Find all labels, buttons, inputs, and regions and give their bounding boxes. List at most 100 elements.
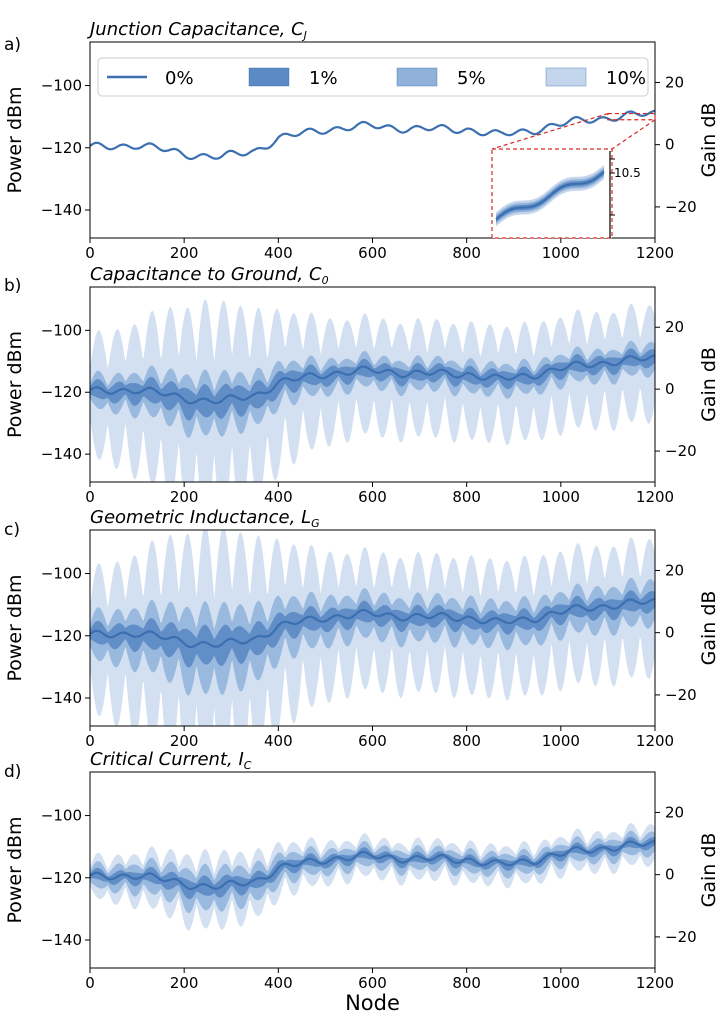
y-right-tick-label: 20 xyxy=(665,561,684,579)
y-right-tick-label: −20 xyxy=(665,686,697,704)
y-right-tick-label: −20 xyxy=(665,198,697,216)
x-axis-label: Node xyxy=(345,991,400,1015)
series-0-line xyxy=(90,597,655,649)
legend-label: 0% xyxy=(165,68,194,89)
panel-letter: d) xyxy=(4,762,21,782)
x-tick-label: 200 xyxy=(170,974,199,992)
legend-label: 5% xyxy=(457,68,486,89)
y-axis-label: Power dBm xyxy=(4,86,26,193)
legend-label: 1% xyxy=(309,68,338,89)
y-right-tick-label: 20 xyxy=(665,803,684,821)
x-tick-label: 200 xyxy=(170,244,199,262)
y-right-axis-label: Gain dB xyxy=(698,103,720,178)
legend-swatch-band_1 xyxy=(248,67,290,87)
x-tick-label: 400 xyxy=(264,732,293,750)
series-0-line xyxy=(90,839,655,891)
inset-connector xyxy=(491,112,609,150)
panel-title: Junction Capacitance, CJ xyxy=(87,19,307,42)
x-tick-label: 1200 xyxy=(636,488,674,506)
x-tick-label: 200 xyxy=(170,488,199,506)
x-tick-label: 800 xyxy=(452,974,481,992)
panel-0: 0 200 400 600 800 1000 1200 −140 −120 −100 −20 0 20 P… xyxy=(4,19,720,262)
x-tick-label: 600 xyxy=(358,244,387,262)
x-tick-label: 200 xyxy=(170,732,199,750)
y-right-tick-label: −20 xyxy=(665,928,697,946)
y-tick-label: −140 xyxy=(41,931,82,949)
band-1-area xyxy=(90,590,655,668)
panel-letter: c) xyxy=(4,520,20,540)
series-0-line xyxy=(90,109,655,161)
inset-plot: 10.5 xyxy=(495,151,641,238)
y-right-axis-label: Gain dB xyxy=(698,833,720,908)
y-right-axis-label: Gain dB xyxy=(698,591,720,666)
inset-line xyxy=(495,171,605,221)
plot-area xyxy=(90,109,655,161)
y-tick-label: −120 xyxy=(41,627,82,645)
y-right-tick-label: 0 xyxy=(665,866,675,884)
band-1-area xyxy=(90,836,655,900)
y-right-tick-label: 0 xyxy=(665,136,675,154)
y-tick-label: −120 xyxy=(41,869,82,887)
y-tick-label: −140 xyxy=(41,445,82,463)
x-tick-label: 600 xyxy=(358,974,387,992)
y-right-tick-label: 0 xyxy=(665,380,675,398)
x-tick-label: 600 xyxy=(358,488,387,506)
y-tick-label: −120 xyxy=(41,139,82,157)
plot-area xyxy=(90,823,655,931)
legend: 0% 1% 5% 10% xyxy=(97,57,649,97)
y-tick-label: −140 xyxy=(41,689,82,707)
y-right-tick-label: 20 xyxy=(665,73,684,91)
x-tick-label: 400 xyxy=(264,488,293,506)
x-tick-label: 800 xyxy=(452,488,481,506)
y-right-axis-label: Gain dB xyxy=(698,347,720,422)
inset-tick-label: 10.5 xyxy=(614,166,641,180)
x-tick-label: 1200 xyxy=(636,974,674,992)
band-1-area xyxy=(90,348,655,421)
y-right-tick-label: 0 xyxy=(665,624,675,642)
y-tick-label: −120 xyxy=(41,383,82,401)
x-tick-label: 1200 xyxy=(636,244,674,262)
y-tick-label: −140 xyxy=(41,201,82,219)
panel-2: 0 200 400 600 800 1000 1200 −140 −120 −100 −20 0 20 P… xyxy=(4,507,720,750)
legend-label: 10% xyxy=(606,68,646,89)
x-tick-label: 600 xyxy=(358,732,387,750)
x-tick-label: 1000 xyxy=(542,732,580,750)
y-tick-label: −100 xyxy=(41,565,82,583)
x-tick-label: 1000 xyxy=(542,974,580,992)
plot-area xyxy=(90,530,655,726)
band-5-area xyxy=(90,830,655,914)
series-0-line xyxy=(90,354,655,405)
panel-title: Geometric Inductance, LG xyxy=(90,507,320,530)
x-tick-label: 1000 xyxy=(542,488,580,506)
x-tick-label: 1000 xyxy=(542,244,580,262)
legend-box xyxy=(97,57,649,97)
x-tick-label: 0 xyxy=(85,244,95,262)
legend-swatch-band_10 xyxy=(545,67,587,87)
x-tick-label: 400 xyxy=(264,244,293,262)
y-axis-label: Power dBm xyxy=(4,574,26,681)
x-tick-label: 1200 xyxy=(636,732,674,750)
panel-3: 0 200 400 600 800 1000 1200 −140 −120 −100 −20 0 20 P… xyxy=(4,749,720,1015)
y-axis-label: Power dBm xyxy=(4,816,26,923)
panel-letter: a) xyxy=(4,35,21,55)
x-tick-label: 800 xyxy=(452,732,481,750)
x-tick-label: 400 xyxy=(264,974,293,992)
panel-1: 0 200 400 600 800 1000 1200 −140 −120 −100 −20 0 20 P… xyxy=(4,264,720,506)
inset-source-box xyxy=(607,112,656,121)
panel-title: Critical Current, IC xyxy=(90,749,252,772)
x-tick-label: 0 xyxy=(85,488,95,506)
x-tick-label: 0 xyxy=(85,974,95,992)
y-right-tick-label: −20 xyxy=(665,442,697,460)
band-10-area xyxy=(90,299,655,482)
panel-title: Capacitance to Ground, C0 xyxy=(90,264,329,287)
x-tick-label: 800 xyxy=(452,244,481,262)
y-tick-label: −100 xyxy=(41,807,82,825)
y-tick-label: −100 xyxy=(41,77,82,95)
legend-swatch-band_5 xyxy=(396,67,438,87)
panel-letter: b) xyxy=(4,276,21,296)
y-tick-label: −100 xyxy=(41,321,82,339)
y-right-tick-label: 20 xyxy=(665,318,684,336)
x-tick-label: 0 xyxy=(85,732,95,750)
plot-area xyxy=(90,299,655,482)
